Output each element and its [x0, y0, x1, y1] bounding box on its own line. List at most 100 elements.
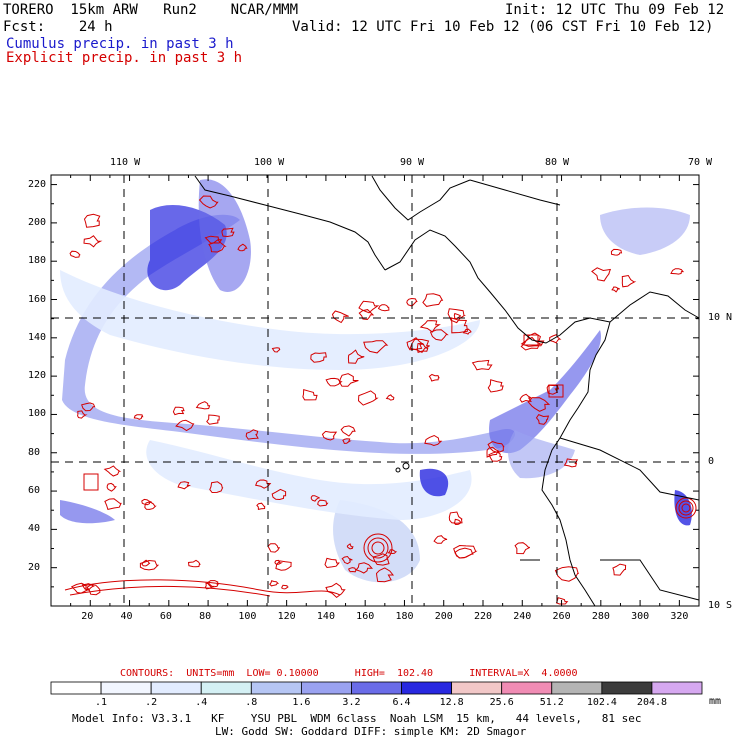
explicit-precip-contour — [416, 342, 429, 354]
explicit-precip-contour — [106, 482, 117, 492]
coastline-south-america — [541, 321, 611, 607]
explicit-precip-contour — [317, 499, 329, 507]
x-tick-label: 140 — [316, 611, 335, 622]
explicit-precip-contour — [670, 268, 685, 275]
explicit-precip-contour — [549, 333, 562, 344]
explicit-precip-contour — [453, 518, 462, 526]
coastline-mexico — [194, 175, 386, 271]
colorbar-label: 12.8 — [439, 697, 464, 708]
explicit-precip-label: Explicit precip. in past 3 h — [6, 50, 243, 66]
explicit-precip-contour — [325, 377, 343, 387]
explicit-precip-contour — [387, 549, 398, 555]
explicit-precip-contour — [358, 300, 380, 314]
x-tick-label: 240 — [513, 611, 532, 622]
colorbar-swatch — [200, 681, 252, 695]
coastline-venezuela — [609, 291, 700, 323]
explicit-precip-contour — [433, 535, 448, 544]
y-tick-label: 20 — [28, 561, 41, 573]
colorbar-label: .2 — [145, 697, 158, 708]
explicit-precip-contour — [103, 465, 122, 477]
cumulus-precip-region — [489, 330, 601, 454]
colorbar-label: 51.2 — [539, 697, 564, 708]
explicit-precip-contour — [221, 227, 235, 238]
explicit-precip-contour — [519, 393, 533, 403]
colorbar-label: .4 — [195, 697, 208, 708]
explicit-precip-contour — [488, 451, 503, 462]
explicit-precip-contour — [363, 533, 393, 563]
axis-ticks — [50, 175, 700, 607]
explicit-precip-contour — [681, 503, 691, 513]
x-tick-label: 80 — [199, 611, 212, 622]
colorbar-swatch — [651, 681, 703, 695]
colorbar-label: 102.4 — [586, 697, 617, 708]
explicit-precip-contour — [610, 248, 623, 256]
lon-label: 80 W — [545, 157, 570, 168]
explicit-precip-contour — [422, 293, 444, 307]
colorbar-swatch — [50, 681, 102, 695]
explicit-precip-contour — [453, 544, 478, 559]
explicit-precip-contour — [487, 379, 504, 393]
explicit-precip-contour — [83, 213, 101, 228]
explicit-precip-contour — [621, 274, 637, 288]
y-tick-label: 140 — [28, 331, 47, 343]
explicit-precip-contour — [357, 390, 379, 406]
explicit-precip-contour — [209, 481, 224, 494]
y-tick-label: 60 — [28, 485, 41, 497]
x-tick-label: 320 — [670, 611, 689, 622]
explicit-precip-contour — [591, 267, 612, 282]
colorbar-swatch — [501, 681, 553, 695]
y-tick-label: 120 — [28, 370, 47, 382]
explicit-precip-contour — [281, 584, 290, 590]
explicit-precip-contour — [339, 373, 359, 387]
colorbar-label: 6.4 — [392, 697, 411, 708]
coastline-central-america — [384, 229, 611, 344]
explicit-precip-contour — [245, 429, 259, 440]
explicit-precip-contour — [487, 441, 505, 454]
explicit-precip-contour — [83, 235, 103, 248]
colorbar-label: 1.6 — [292, 697, 311, 708]
colorbar-swatch — [150, 681, 202, 695]
lon-label: 90 W — [400, 157, 425, 168]
explicit-precip-contour — [424, 434, 443, 447]
explicit-precip-contour — [271, 488, 287, 501]
explicit-precip-contour — [527, 397, 551, 412]
x-tick-label: 280 — [591, 611, 610, 622]
lon-label: 100 W — [254, 157, 285, 168]
colorbar-swatch — [250, 681, 302, 695]
explicit-precip-contour — [321, 430, 338, 441]
explicit-precip-contour — [371, 541, 385, 555]
grid-lines — [51, 175, 699, 606]
explicit-precip-contour — [133, 414, 144, 420]
cumulus-precip-region — [333, 500, 420, 583]
colorbar-swatch — [451, 681, 503, 695]
explicit-precip-contour — [342, 438, 352, 444]
explicit-precip-contour — [144, 501, 157, 510]
init-time: Init: 12 UTC Thu 09 Feb 12 — [505, 2, 725, 18]
explicit-precip-contour — [69, 585, 271, 597]
explicit-precip-contour — [302, 389, 318, 401]
explicit-precip-contour — [546, 384, 560, 395]
coastline-caribbean — [371, 175, 471, 221]
explicit-precip-contour — [271, 347, 281, 353]
lon-label: 70 W — [688, 157, 713, 168]
explicit-precip-contour — [175, 419, 195, 432]
x-tick-label: 120 — [277, 611, 296, 622]
model-run-title: TORERO 15km ARW Run2 NCAR/MMM — [3, 2, 299, 18]
explicit-precip-contour — [69, 250, 81, 258]
colorbar-swatch — [300, 681, 352, 695]
explicit-precip-contour — [428, 373, 440, 382]
explicit-precip-contour — [406, 297, 418, 307]
explicit-precip-contour — [385, 394, 395, 401]
physics-info: LW: Godd SW: Goddard DIFF: simple KM: 2D… — [215, 725, 527, 738]
explicit-precip-contour — [535, 413, 550, 425]
explicit-precip-contour — [325, 582, 346, 599]
explicit-precip-contour — [563, 458, 579, 468]
x-tick-label: 220 — [474, 611, 493, 622]
explicit-precip-contour — [375, 567, 395, 583]
y-tick-label: 80 — [28, 446, 41, 458]
colorbar-swatch — [551, 681, 603, 695]
explicit-precip-contour — [64, 579, 341, 596]
explicit-precip-contour — [195, 401, 211, 410]
explicit-precip-contour — [204, 235, 223, 244]
colorbar-label: 3.2 — [342, 697, 361, 708]
